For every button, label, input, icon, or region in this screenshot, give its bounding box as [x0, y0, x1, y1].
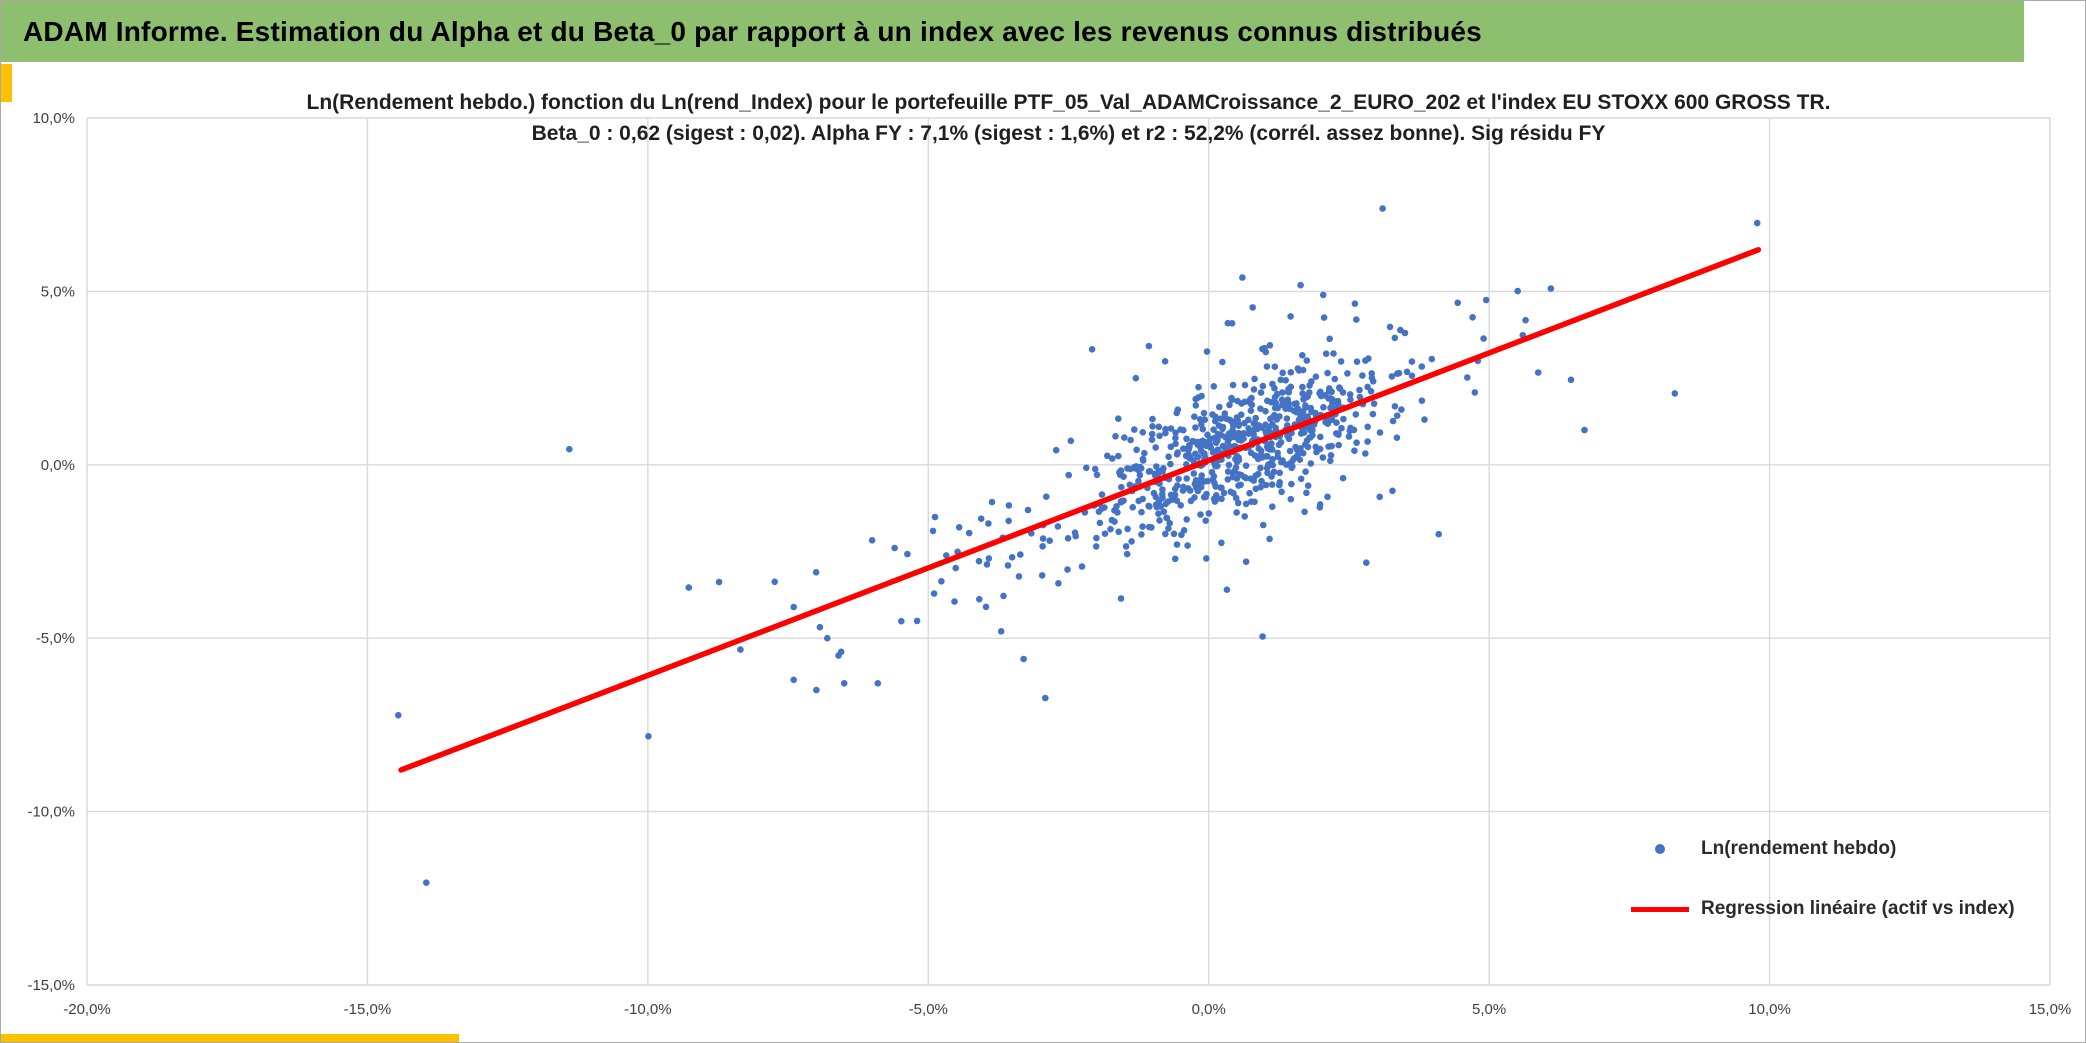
report-header: ADAM Informe. Estimation du Alpha et du …	[1, 1, 2024, 62]
legend-line-label: Regression linéaire (actif vs index)	[1701, 898, 2015, 919]
chart-title-line2: Beta_0 : 0,62 (sigest : 0,02). Alpha FY …	[531, 122, 1606, 145]
yellow-accent-bottom	[1, 1034, 459, 1042]
scatter-outlier-point	[1753, 219, 1761, 227]
x-axis-tick-label: 10,0%	[1748, 1001, 1791, 1018]
y-axis-tick-label: -15,0%	[27, 977, 75, 994]
legend-item-points[interactable]: Ln(rendement hebdo)	[1631, 827, 2015, 871]
chart-title-line1: Ln(Rendement hebdo.) fonction du Ln(rend…	[306, 91, 1831, 114]
x-axis-tick-label: 0,0%	[1192, 1001, 1226, 1018]
scatter-outlier-point	[840, 680, 848, 687]
scatter-outlier-point	[1379, 205, 1386, 212]
scatter-outlier-point	[812, 569, 820, 576]
legend-line-marker-box	[1631, 906, 1689, 912]
y-axis-tick-label: -10,0%	[27, 804, 75, 821]
scatter-outlier-point	[790, 603, 797, 611]
scatter-outlier-point	[645, 733, 652, 740]
scatter-outlier-point	[891, 544, 898, 552]
scatter-outlier-point	[1259, 633, 1266, 640]
scatter-outlier-point	[1671, 390, 1679, 397]
y-axis-tick-label: 10,0%	[32, 110, 75, 127]
scatter-outlier-point	[566, 445, 573, 453]
scatter-points	[395, 205, 1761, 886]
scatter-outlier-point	[737, 646, 744, 653]
legend-line-marker	[1631, 906, 1689, 912]
scatter-outlier-point	[1581, 426, 1588, 434]
y-axis-tick-label: -5,0%	[36, 630, 75, 647]
scatter-outlier-point	[1020, 655, 1027, 663]
scatter-outlier-point	[1088, 346, 1096, 353]
yellow-accent-top	[1, 64, 12, 102]
x-axis-tick-label: 5,0%	[1472, 1001, 1506, 1018]
y-axis-tick-label: 0,0%	[41, 457, 75, 474]
scatter-outlier-point	[874, 680, 882, 687]
scatter-outlier-point	[997, 628, 1005, 635]
scatter-outlier-point	[423, 879, 430, 886]
x-axis-tick-label: -15,0%	[344, 1001, 392, 1018]
legend-item-regression[interactable]: Regression linéaire (actif vs index)	[1631, 887, 2015, 931]
y-axis-tick-label: 5,0%	[41, 283, 75, 300]
legend-point-marker	[1655, 844, 1665, 854]
x-axis-tick-label: -20,0%	[63, 1001, 111, 1018]
scatter-outlier-point	[1522, 316, 1529, 324]
legend-point-label: Ln(rendement hebdo)	[1701, 838, 1897, 859]
scatter-outlier-point	[1567, 376, 1575, 384]
gridlines	[86, 117, 2051, 986]
chart-legend: Ln(rendement hebdo) Regression linéaire …	[1631, 827, 2015, 931]
scatter-outlier-point	[1435, 530, 1442, 538]
scatter-outlier-point	[1239, 274, 1246, 281]
scatter-outlier-point	[1514, 287, 1521, 295]
scatter-outlier-point	[1401, 329, 1409, 337]
axis-tick-labels: -20,0% -15,0% -10,0% -5,0% 0,0% 5,0% 10,0% 15,0…	[27, 110, 2071, 1018]
x-axis-tick-label: -10,0%	[624, 1001, 672, 1018]
report-title: ADAM Informe. Estimation du Alpha et du …	[23, 15, 1482, 47]
scatter-outlier-point	[685, 584, 693, 591]
x-axis-tick-label: -5,0%	[909, 1001, 948, 1018]
scatter-outlier-point	[790, 676, 797, 684]
scatter-chart[interactable]: Ln(Rendement hebdo.) fonction du Ln(rend…	[1, 62, 2085, 1042]
scatter-outlier-point	[1454, 299, 1461, 307]
x-axis-tick-label: 15,0%	[2029, 1001, 2072, 1018]
scatter-outlier-point	[913, 617, 921, 625]
regression-line	[398, 247, 1762, 773]
legend-point-marker-box	[1631, 844, 1689, 854]
scatter-outlier-point	[715, 578, 723, 586]
scatter-outlier-point	[824, 634, 831, 642]
chart-title: Ln(Rendement hebdo.) fonction du Ln(rend…	[87, 87, 2050, 149]
scatter-outlier-point	[835, 652, 842, 659]
scatter-outlier-point	[395, 711, 402, 719]
